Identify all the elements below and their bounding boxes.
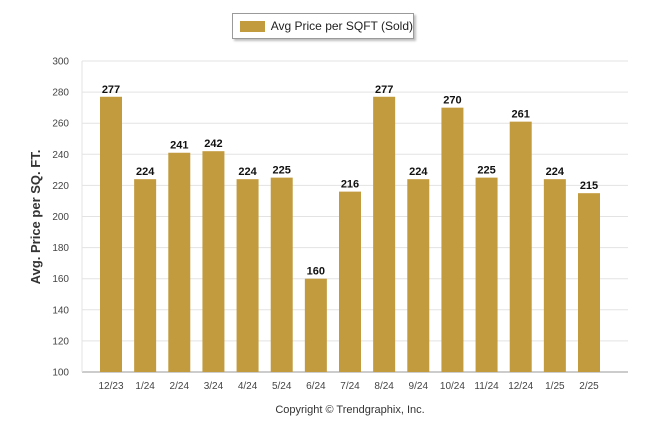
data-label: 216 xyxy=(341,179,359,191)
x-tick-label: 12/24 xyxy=(508,381,533,392)
y-tick-label: 120 xyxy=(52,336,69,347)
y-tick-label: 280 xyxy=(52,88,69,99)
data-label: 224 xyxy=(136,166,155,178)
bar xyxy=(407,179,430,372)
x-tick-label: 11/24 xyxy=(474,381,499,392)
y-axis-title: Avg. Price per SQ. FT. xyxy=(28,150,43,285)
x-tick-label: 5/24 xyxy=(272,381,292,392)
bar xyxy=(373,96,396,372)
data-label: 224 xyxy=(546,166,565,178)
y-tick-label: 180 xyxy=(52,243,69,254)
x-tick-label: 10/24 xyxy=(440,381,465,392)
data-label: 160 xyxy=(307,266,325,278)
data-label: 225 xyxy=(477,165,495,177)
legend-label: Avg Price per SQFT (Sold) xyxy=(270,19,413,33)
bar xyxy=(134,179,157,372)
y-tick-label: 260 xyxy=(52,119,69,130)
bar xyxy=(100,96,122,372)
x-tick-label: 2/24 xyxy=(170,381,190,392)
y-tick-label: 220 xyxy=(52,181,69,192)
bar xyxy=(543,179,566,372)
copyright-text: Copyright © Trendgraphix, Inc. xyxy=(275,404,424,416)
data-label: 277 xyxy=(375,84,393,96)
x-tick-label: 9/24 xyxy=(409,381,429,392)
x-tick-label: 8/24 xyxy=(374,381,394,392)
x-tick-label: 6/24 xyxy=(306,381,326,392)
data-label: 225 xyxy=(273,165,291,177)
y-axis-ticks: 100 120 140 160 180 200 220 240 260 280 300 xyxy=(52,57,69,379)
x-tick-label: 12/23 xyxy=(98,381,123,392)
x-tick-label: 7/24 xyxy=(340,381,360,392)
x-tick-label: 3/24 xyxy=(204,381,224,392)
chart-legend: Avg Price per SQFT (Sold) xyxy=(232,13,414,39)
y-tick-label: 240 xyxy=(52,150,69,161)
data-labels: 277 224 241 242 224 225 160 216 277 224 270 225 261 2… xyxy=(102,84,598,278)
data-label: 224 xyxy=(238,166,257,178)
x-tick-label: 1/24 xyxy=(135,381,155,392)
bar xyxy=(270,177,293,372)
data-label: 242 xyxy=(204,138,222,150)
bar xyxy=(304,278,327,372)
y-tick-label: 200 xyxy=(52,212,69,223)
x-tick-label: 2/25 xyxy=(579,381,599,392)
bar xyxy=(168,152,191,372)
y-tick-label: 140 xyxy=(52,305,69,316)
y-tick-label: 160 xyxy=(52,274,69,285)
bar xyxy=(509,121,532,373)
y-tick-label: 300 xyxy=(52,57,69,68)
x-axis-ticks: 12/23 1/24 2/24 3/24 4/24 5/24 6/24 7/24 8/24 9/2… xyxy=(98,381,599,392)
data-label: 215 xyxy=(580,180,598,192)
bar xyxy=(475,177,498,372)
data-label: 224 xyxy=(409,166,428,178)
x-tick-label: 4/24 xyxy=(238,381,258,392)
data-label: 241 xyxy=(170,140,188,152)
bar xyxy=(578,193,600,372)
bar xyxy=(236,179,259,372)
legend-swatch xyxy=(240,20,265,32)
bar xyxy=(202,151,225,372)
data-label: 270 xyxy=(443,95,461,107)
y-tick-label: 100 xyxy=(52,368,69,379)
bar xyxy=(441,107,464,373)
bar xyxy=(339,191,361,372)
data-label: 261 xyxy=(512,109,530,121)
bars xyxy=(100,96,600,373)
data-label: 277 xyxy=(102,84,120,96)
x-tick-label: 1/25 xyxy=(545,381,565,392)
